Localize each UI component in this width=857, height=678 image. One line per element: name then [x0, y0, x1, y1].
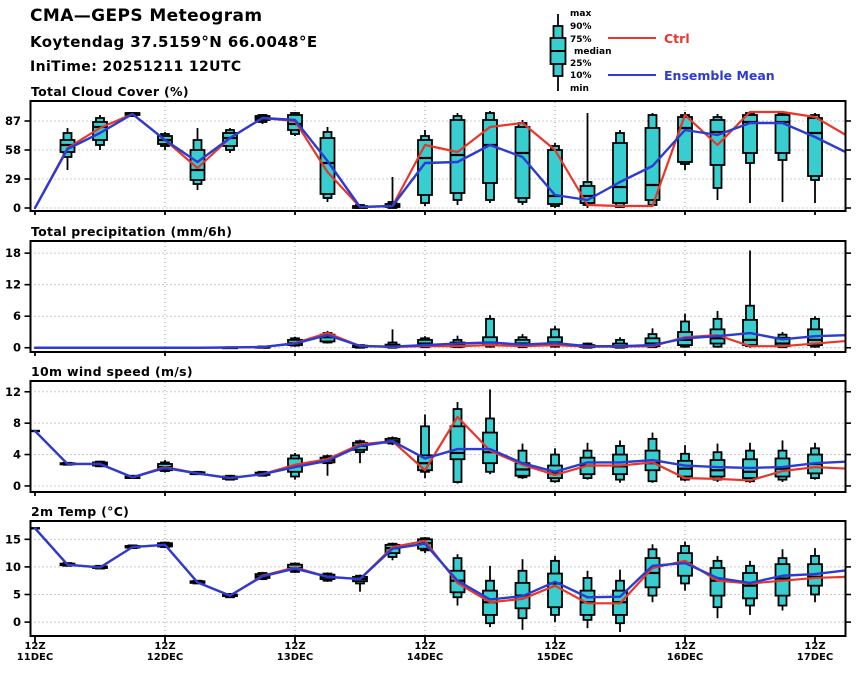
- ensemble-mean-legend-label: Ensemble Mean: [664, 68, 775, 83]
- panel-title-precipitation: Total precipitation (mm/6h): [31, 224, 233, 239]
- y-tick-label: 8: [13, 416, 21, 430]
- y-tick-label: 4: [13, 448, 21, 462]
- ctrl-line-series: [33, 527, 846, 605]
- station-location: Koytendag 37.5159°N 66.0048°E: [30, 33, 318, 51]
- ensemble-mean-line-series: [33, 112, 846, 210]
- ensemble-mean-legend-line: [608, 74, 656, 76]
- y-tick-label: 15: [5, 532, 21, 546]
- y-tick-label: 0: [13, 479, 21, 493]
- y-tick-label: 12: [5, 278, 21, 292]
- plot-area: [33, 110, 846, 210]
- x-axis-label: 12Z 15DEC: [536, 641, 574, 663]
- legend-box-label: 25%: [570, 59, 592, 69]
- legend-box-label: 75%: [570, 35, 592, 45]
- precipitation-chart: 0 6 12 18: [5, 240, 851, 356]
- x-axis-label: 12Z 13DEC: [276, 641, 314, 663]
- ensemble-mean-line-series: [33, 429, 846, 480]
- y-tick-label: 0: [13, 341, 21, 355]
- ctrl-line-series: [33, 110, 846, 210]
- panel-title-temperature: 2m Temp (°C): [31, 504, 130, 519]
- y-tick-label: 0: [13, 615, 21, 629]
- x-axis-label: 12Z 11DEC: [16, 641, 54, 663]
- x-axis-label: 12Z 16DEC: [666, 641, 704, 663]
- temperature-chart: 0 5 10 15: [5, 520, 851, 643]
- y-tick-label: 0: [13, 201, 21, 215]
- y-tick-label: 18: [5, 246, 21, 260]
- x-axis-label: 12Z 12DEC: [146, 641, 184, 663]
- y-tick-label: 6: [13, 309, 21, 323]
- plot-area: [30, 527, 846, 633]
- ensemble-mean-line-series: [33, 331, 846, 349]
- y-tick-label: 5: [13, 588, 21, 602]
- x-axis-label: 12Z 14DEC: [406, 641, 444, 663]
- legend-box-label: median: [574, 47, 612, 57]
- panel-title-wind-speed: 10m wind speed (m/s): [31, 364, 193, 379]
- y-tick-label: 12: [5, 385, 21, 399]
- legend-box-label: max: [570, 9, 592, 19]
- cloud-cover-chart: 0 29 58 87: [5, 100, 851, 215]
- legend-box-label: min: [570, 84, 589, 94]
- box-whisker-legend-glyph: [549, 14, 567, 91]
- legend-box-label: 90%: [570, 22, 592, 32]
- wind-speed-chart: 0 4 8 12: [5, 380, 851, 496]
- figure-title: CMA—GEPS Meteogram: [30, 6, 263, 26]
- y-tick-label: 10: [5, 560, 21, 574]
- legend-box-label: 10%: [570, 71, 592, 81]
- panel-title-cloud-cover: Total Cloud Cover (%): [31, 84, 189, 99]
- y-tick-label: 29: [5, 172, 21, 186]
- plot-area: [33, 250, 846, 350]
- y-tick-label: 58: [5, 143, 21, 157]
- y-tick-label: 87: [5, 114, 21, 128]
- x-axis-label: 12Z 17DEC: [796, 641, 834, 663]
- plot-area: [30, 389, 846, 484]
- ensemble-mean-line-series: [33, 527, 846, 601]
- ctrl-legend-line: [608, 37, 656, 39]
- ctrl-legend-label: Ctrl: [664, 31, 690, 46]
- init-time: IniTime: 20251211 12UTC: [30, 59, 242, 75]
